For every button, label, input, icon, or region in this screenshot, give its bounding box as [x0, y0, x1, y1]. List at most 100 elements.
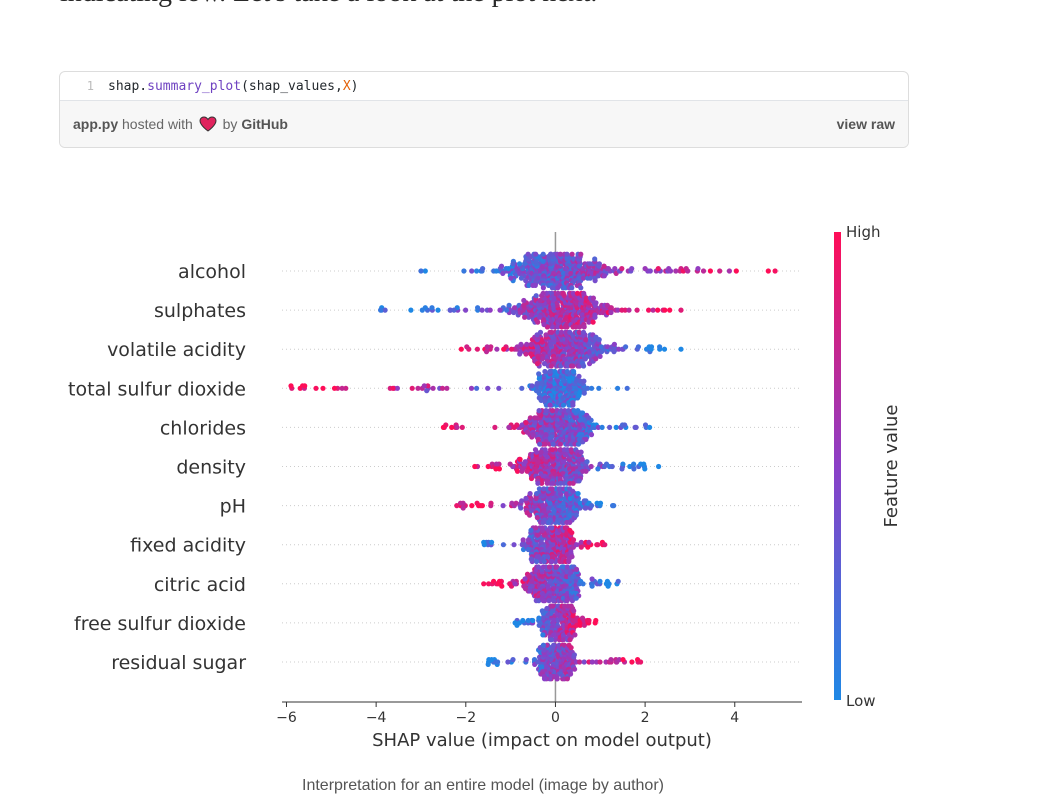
shap-point	[528, 351, 534, 357]
shap-point	[469, 503, 475, 509]
shap-point	[557, 441, 564, 447]
shap-point	[619, 466, 625, 472]
shap-point	[390, 385, 396, 391]
shap-point	[518, 275, 525, 281]
shap-point	[547, 368, 553, 375]
shap-point	[577, 324, 583, 330]
shap-point	[613, 424, 619, 430]
shap-point	[533, 293, 539, 299]
view-raw-link[interactable]: view raw	[836, 116, 895, 132]
feature-label: total sulfur dioxide	[68, 378, 246, 400]
shap-point	[528, 556, 534, 562]
shap-point	[511, 542, 517, 548]
shap-point	[573, 595, 579, 601]
shap-point	[394, 385, 400, 391]
shap-point	[605, 583, 611, 589]
shap-point	[580, 329, 587, 335]
shap-point	[608, 309, 614, 316]
shap-point	[540, 632, 546, 638]
shap-point	[631, 466, 637, 472]
shap-point	[566, 558, 572, 565]
shap-point	[573, 324, 579, 330]
shap-point	[519, 385, 525, 391]
shap-point	[543, 408, 549, 414]
shap-point	[586, 539, 592, 545]
shap-point	[595, 424, 601, 430]
colorbar-low-label: Low	[846, 692, 876, 710]
shap-point	[550, 603, 556, 609]
shap-point	[583, 337, 589, 343]
x-axis-label: SHAP value (impact on model output)	[372, 730, 712, 751]
shap-point	[583, 505, 589, 511]
shap-point	[532, 447, 539, 453]
shap-point	[498, 263, 505, 269]
shap-point	[489, 657, 495, 663]
shap-point	[429, 305, 435, 311]
shap-point	[541, 676, 548, 682]
shap-point	[541, 321, 547, 328]
shap-point	[581, 324, 587, 330]
shap-point	[501, 346, 507, 352]
shap-point	[542, 441, 548, 447]
gist-footer: app.py hosted with by GitHub view raw	[60, 101, 908, 147]
shap-point	[576, 329, 582, 335]
shap-point	[568, 671, 574, 677]
shap-point	[589, 659, 595, 665]
shap-point	[586, 617, 592, 624]
shap-point	[558, 329, 565, 335]
shap-point	[585, 385, 591, 391]
shap-point	[765, 268, 771, 274]
shap-point	[590, 319, 596, 325]
shap-point	[580, 581, 586, 587]
shap-point	[507, 581, 513, 587]
heart-icon	[199, 116, 217, 132]
shap-point	[533, 525, 539, 531]
x-tick-label: −2	[455, 710, 476, 726]
shap-point	[615, 578, 621, 584]
shap-point	[546, 598, 552, 604]
shap-point	[549, 480, 556, 486]
github-link[interactable]: GitHub	[241, 116, 288, 132]
shap-point	[548, 486, 554, 492]
shap-point	[320, 385, 326, 391]
shap-point	[415, 385, 421, 391]
shap-point	[647, 268, 653, 274]
shap-point	[638, 659, 644, 665]
shap-point	[578, 449, 584, 455]
shap-point	[522, 261, 528, 267]
shap-point	[302, 383, 308, 389]
shap-point	[543, 332, 549, 338]
shap-point	[458, 346, 464, 352]
shap-point	[633, 424, 639, 430]
feature-labels: alcohol sulphates volatile acidity total su…	[68, 261, 246, 674]
shap-point	[588, 432, 595, 438]
shap-point	[536, 622, 542, 628]
shap-point	[619, 266, 625, 272]
shap-point	[525, 617, 531, 624]
shap-point	[422, 268, 428, 274]
shap-point	[626, 307, 632, 313]
line-number: 1	[86, 79, 94, 93]
shap-point	[554, 564, 560, 570]
shap-point	[629, 266, 635, 272]
shap-point	[707, 268, 714, 274]
shap-point	[549, 525, 555, 531]
shap-point	[540, 598, 546, 604]
shap-point	[569, 285, 575, 291]
shap-point	[588, 463, 594, 470]
shap-point	[313, 385, 319, 391]
shap-point	[530, 432, 536, 438]
shap-point	[500, 503, 506, 509]
shap-point	[717, 268, 723, 274]
shap-point	[550, 441, 556, 447]
feature-label: citric acid	[154, 574, 246, 596]
shap-point	[586, 415, 592, 421]
shap-point	[661, 346, 668, 352]
shap-point	[634, 307, 640, 313]
gist-filename-link[interactable]: app.py	[73, 116, 119, 132]
shap-point	[772, 268, 778, 274]
shap-point	[593, 300, 599, 306]
gist-credit: app.py hosted with by GitHub	[73, 116, 288, 132]
shap-point	[560, 402, 567, 408]
shap-point	[517, 456, 523, 462]
